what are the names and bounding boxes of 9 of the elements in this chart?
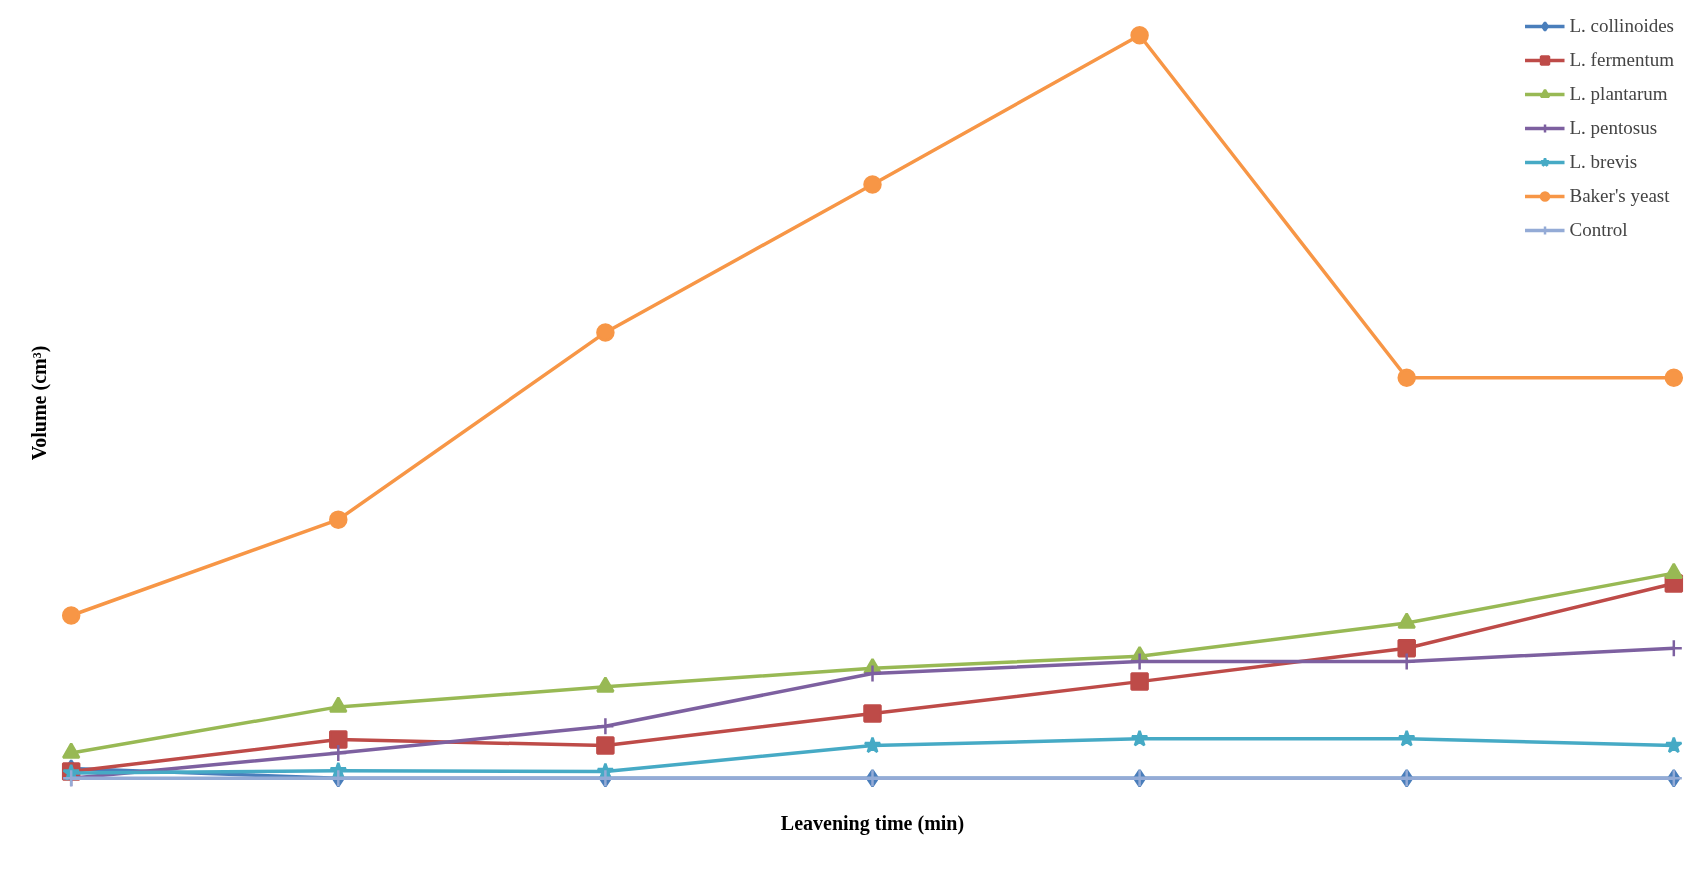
legend-label: L. fermentum [1569,49,1674,71]
legend-label: L. collinoides [1569,15,1674,37]
x-axis-title: Leavening time (min) [780,811,965,835]
y-axis-title: Volume (cm³) [27,345,51,461]
legend-label: Control [1569,219,1628,241]
legend-label: Baker's yeast [1569,185,1670,207]
legend-label: L. pentosus [1569,117,1658,139]
legend-label: L. plantarum [1569,83,1668,105]
legend-label: L. brevis [1569,151,1638,173]
